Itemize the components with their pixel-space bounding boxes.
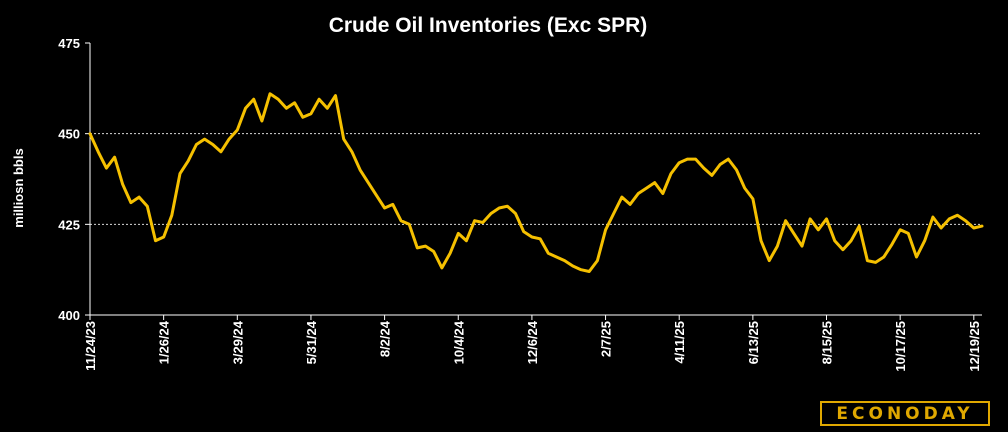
x-tick-label: 8/2/24 <box>378 320 393 357</box>
x-tick-label: 11/24/23 <box>83 321 98 371</box>
y-tick-label: 450 <box>58 127 80 142</box>
x-tick-label: 2/7/25 <box>599 321 614 357</box>
y-tick-label: 400 <box>58 308 80 323</box>
gridlines <box>90 133 982 225</box>
x-tick-label: 6/13/25 <box>746 321 761 364</box>
y-tick-labels: 400 425 450 475 <box>58 36 80 323</box>
x-tick-label: 8/15/25 <box>820 321 835 364</box>
x-tick-label: 1/26/24 <box>157 320 172 364</box>
x-tick-label: 5/31/24 <box>304 320 319 364</box>
econoday-logo: ECONODAY <box>820 401 990 426</box>
x-tick-label: 4/11/25 <box>672 321 687 364</box>
logo-text: ECONODAY <box>836 403 974 424</box>
x-tick-label: 12/6/24 <box>525 320 540 364</box>
x-tick-labels: 11/24/23 1/26/24 3/29/24 5/31/24 8/2/24 10/4/… <box>83 320 982 371</box>
axes <box>85 42 982 320</box>
x-tick-label: 12/19/25 <box>967 321 982 372</box>
y-axis-label: milliosn bbls <box>11 148 26 227</box>
series-group <box>88 92 984 273</box>
chart-title: Crude Oil Inventories (Exc SPR) <box>329 14 648 37</box>
series-line <box>88 92 984 273</box>
x-tick-label: 3/29/24 <box>230 320 245 364</box>
x-tick-label: 10/17/25 <box>893 321 908 372</box>
x-tick-label: 10/4/24 <box>451 320 466 364</box>
y-tick-label: 425 <box>58 217 80 232</box>
y-tick-label: 475 <box>58 36 80 51</box>
